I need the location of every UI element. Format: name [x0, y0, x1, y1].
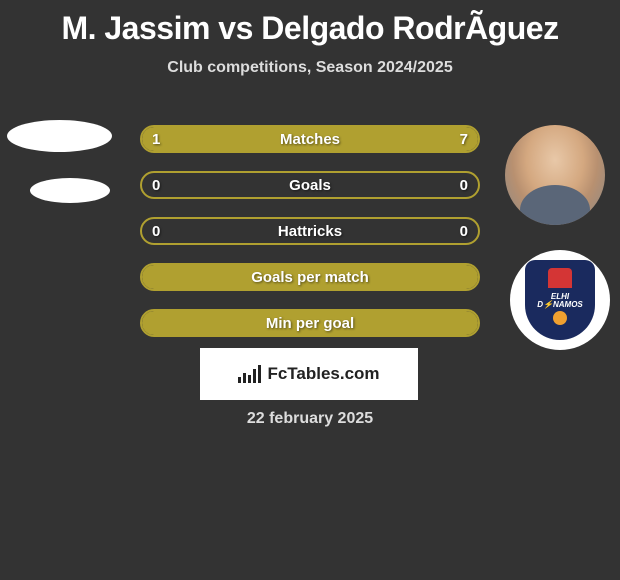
- date-text: 22 february 2025: [0, 410, 620, 428]
- stat-label: Goals per match: [142, 269, 478, 286]
- stat-row: Goals per match: [140, 263, 480, 291]
- player2-avatar: [505, 125, 605, 225]
- comparison-subtitle: Club competitions, Season 2024/2025: [0, 59, 620, 77]
- stat-row: 00Hattricks: [140, 217, 480, 245]
- stat-row: Min per goal: [140, 309, 480, 337]
- stat-label: Goals: [142, 177, 478, 194]
- stat-label: Matches: [142, 131, 478, 148]
- comparison-title: M. Jassim vs Delgado RodrÃ­guez: [0, 0, 620, 47]
- stat-label: Hattricks: [142, 223, 478, 240]
- stat-label: Min per goal: [142, 315, 478, 332]
- player1-avatar: [7, 120, 112, 152]
- branding-box: FcTables.com: [200, 348, 418, 400]
- chart-icon: [238, 365, 261, 383]
- player2-badge: ELHID⚡NAMOS: [510, 250, 610, 350]
- stat-row: 00Goals: [140, 171, 480, 199]
- stats-container: 17Matches 00Goals 00Hattricks Goals per mat…: [140, 125, 480, 355]
- stat-row: 17Matches: [140, 125, 480, 153]
- branding-text: FcTables.com: [267, 364, 379, 384]
- team-badge-icon: ELHID⚡NAMOS: [525, 260, 595, 340]
- player1-badge: [30, 178, 110, 203]
